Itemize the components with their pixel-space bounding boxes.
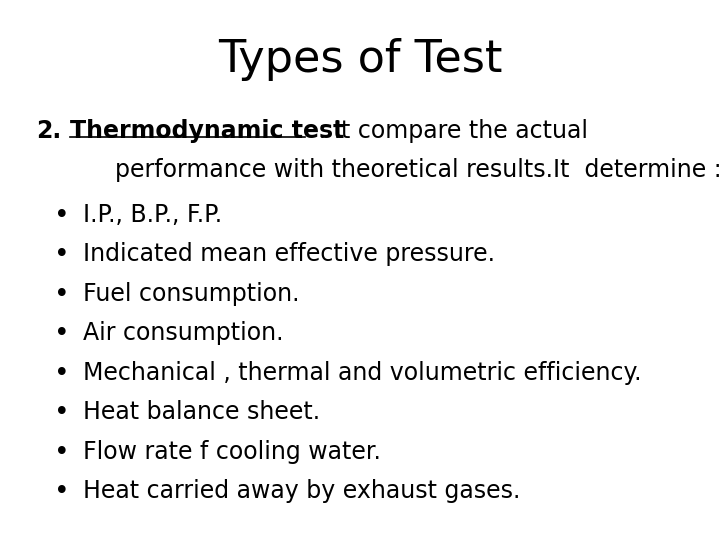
Text: •: • [54, 282, 70, 308]
Text: performance with theoretical results.It  determine :: performance with theoretical results.It … [70, 158, 720, 182]
Text: Mechanical , thermal and volumetric efficiency.: Mechanical , thermal and volumetric effi… [83, 361, 642, 384]
Text: •: • [54, 321, 70, 347]
Text: Heat balance sheet.: Heat balance sheet. [83, 400, 320, 424]
Text: •: • [54, 203, 70, 229]
Text: •: • [54, 242, 70, 268]
Text: Types of Test: Types of Test [217, 38, 503, 81]
Text: : It compare the actual: : It compare the actual [311, 119, 588, 143]
Text: •: • [54, 479, 70, 505]
Text: Air consumption.: Air consumption. [83, 321, 283, 345]
Text: Indicated mean effective pressure.: Indicated mean effective pressure. [83, 242, 495, 266]
Text: •: • [54, 361, 70, 387]
Text: I.P., B.P., F.P.: I.P., B.P., F.P. [83, 203, 222, 227]
Text: Heat carried away by exhaust gases.: Heat carried away by exhaust gases. [83, 479, 520, 503]
Text: •: • [54, 440, 70, 465]
Text: 2.: 2. [36, 119, 61, 143]
Text: •: • [54, 400, 70, 426]
Text: Fuel consumption.: Fuel consumption. [83, 282, 300, 306]
Text: Flow rate f cooling water.: Flow rate f cooling water. [83, 440, 381, 463]
Text: Thermodynamic test: Thermodynamic test [70, 119, 344, 143]
